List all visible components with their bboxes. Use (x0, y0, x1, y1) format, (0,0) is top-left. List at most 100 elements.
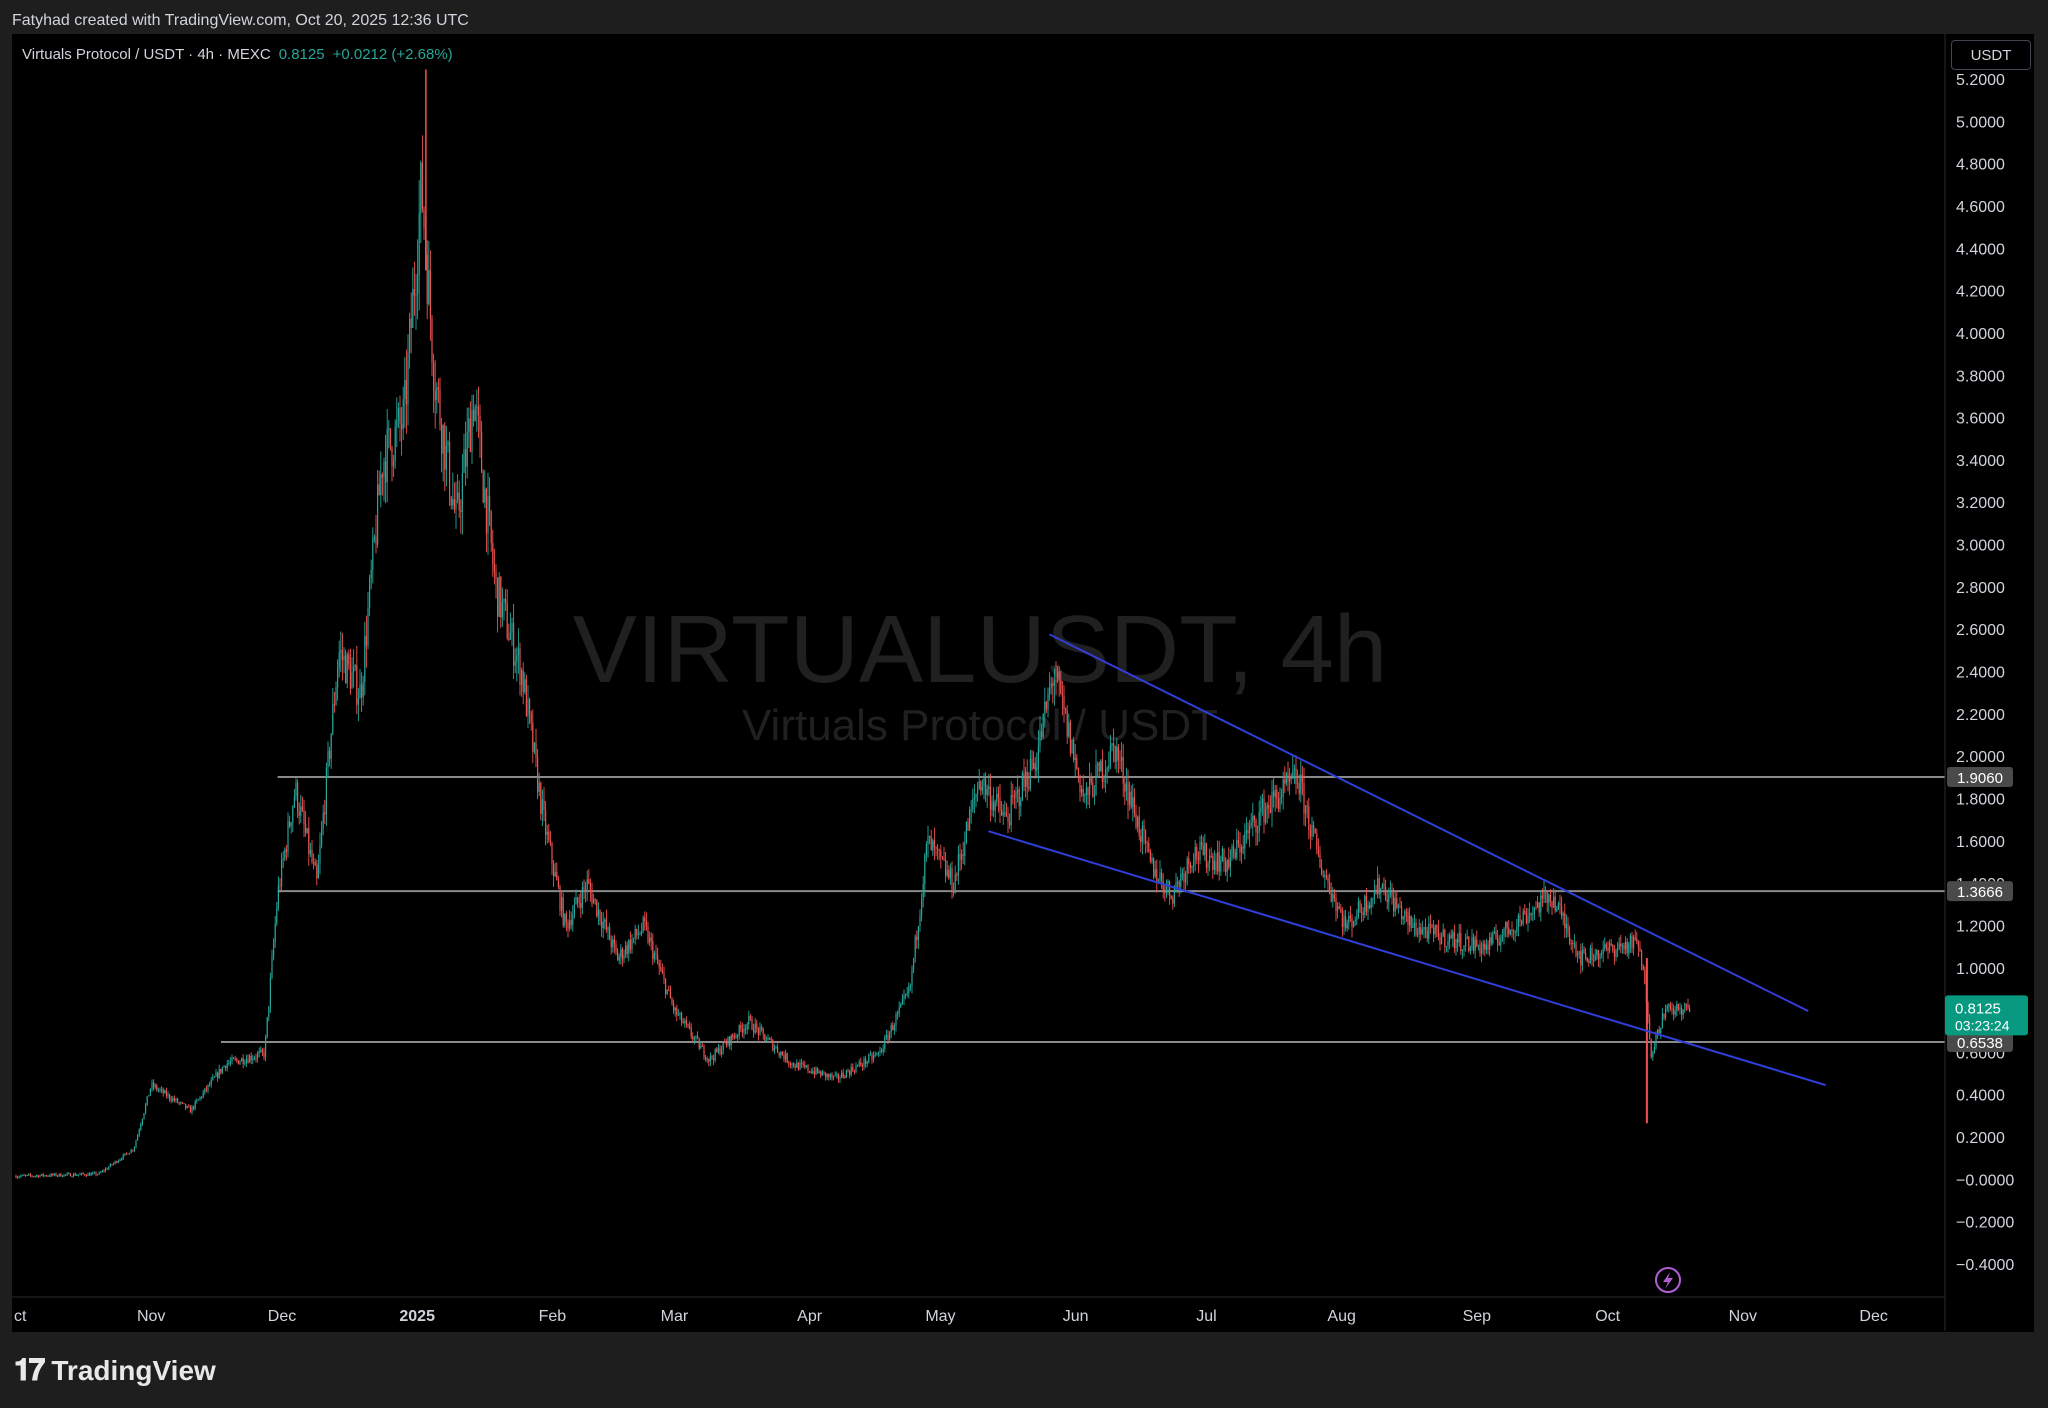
lightning-icon[interactable] (1655, 1267, 1681, 1293)
candle-body (442, 425, 444, 454)
candle-body (1429, 923, 1431, 925)
candle-body (537, 756, 539, 792)
currency-unit-button[interactable]: USDT (1951, 40, 2031, 70)
candle-body (538, 782, 540, 792)
candle-body (473, 410, 475, 421)
candle-body (602, 921, 604, 929)
candle-body (1577, 953, 1579, 956)
candle-body (79, 1174, 81, 1176)
candle-body (527, 698, 529, 717)
candle-body (258, 1051, 260, 1054)
candle-body (1114, 745, 1116, 762)
candle-body (1444, 929, 1446, 947)
candle-body (577, 897, 579, 903)
candle-body (151, 1082, 153, 1089)
candle-body (1100, 760, 1102, 772)
candle-body (586, 879, 588, 892)
candle-body (961, 854, 963, 860)
candle-body (1629, 935, 1631, 945)
candle-body (1226, 859, 1228, 873)
candle-body (108, 1166, 110, 1169)
candle-body (1492, 933, 1494, 944)
candle-body (810, 1071, 812, 1074)
tradingview-logo[interactable]: 𝟏𝟕 TradingView (14, 1354, 216, 1388)
candle-body (1292, 770, 1294, 779)
candle-body (247, 1059, 249, 1063)
candle-body (249, 1056, 251, 1063)
candle-body (1599, 954, 1601, 960)
candle-body (938, 849, 940, 851)
candle-body (1007, 816, 1009, 822)
candle-body (1287, 773, 1289, 782)
symbol-legend[interactable]: Virtuals Protocol / USDT · 4h · MEXC 0.8… (22, 46, 453, 63)
y-tick-label: 4.4000 (1956, 241, 2005, 258)
candle-body (82, 1173, 84, 1175)
candle-body (516, 655, 518, 662)
candle-body (1297, 783, 1299, 785)
candle-body (1583, 949, 1585, 953)
candle-body (322, 812, 324, 829)
candle-body (287, 821, 289, 852)
candle-body (100, 1172, 102, 1174)
candle-body (1649, 1017, 1651, 1040)
candle-body (1298, 783, 1300, 794)
candle-body (977, 789, 979, 794)
candle-body (1369, 904, 1371, 909)
candle-body (1185, 873, 1187, 883)
candle-body (1066, 710, 1068, 737)
candle-body (66, 1173, 68, 1175)
candle-body (850, 1067, 852, 1075)
candle-body (426, 254, 428, 304)
candle-body (833, 1075, 835, 1078)
candle-body (1425, 927, 1427, 932)
candle-body (559, 886, 561, 911)
y-tick-label: −0.0000 (1956, 1172, 2014, 1189)
chart-panel[interactable] (12, 34, 2034, 1332)
y-tick-label: 2.2000 (1956, 707, 2005, 724)
candle-body (45, 1175, 47, 1177)
candle-body (261, 1049, 263, 1052)
candle-body (1093, 795, 1095, 797)
candle-body (370, 569, 372, 579)
candle-body (618, 956, 620, 961)
candle-body (181, 1102, 183, 1104)
candle-body (1388, 894, 1390, 903)
candle-body (1660, 1027, 1662, 1034)
candle-body (562, 897, 564, 926)
candle-body (1017, 789, 1019, 792)
candle-body (311, 849, 313, 862)
candle-body (1041, 731, 1043, 737)
candle-body (1322, 875, 1324, 877)
candle-body (554, 871, 556, 877)
candle-body (973, 797, 975, 799)
candle-body (215, 1072, 217, 1077)
candle-body (564, 913, 566, 926)
candle-body (569, 920, 571, 929)
candle-body (317, 863, 319, 879)
candle-body (461, 472, 463, 512)
candle-body (1570, 943, 1572, 945)
candle-body (1087, 787, 1089, 796)
candle-body (205, 1088, 207, 1090)
candle-body (799, 1062, 801, 1070)
candle-body (985, 777, 987, 795)
candle-body (617, 950, 619, 961)
candle-body (1108, 765, 1110, 769)
candle-body (943, 858, 945, 861)
candle-body (154, 1085, 156, 1088)
candle-body (1633, 937, 1635, 949)
candle-body (353, 667, 355, 673)
candle-body (405, 380, 407, 405)
candle-body (762, 1028, 764, 1035)
candle-body (922, 884, 924, 900)
candle-body (970, 809, 972, 811)
candle-body (1076, 757, 1078, 769)
candle-body (1301, 774, 1303, 783)
candle-body (172, 1098, 174, 1101)
candle-body (141, 1119, 143, 1125)
candle-body (389, 428, 391, 448)
candle-body (1218, 851, 1220, 872)
candle-body (250, 1056, 252, 1061)
y-tick-label: 3.2000 (1956, 495, 2005, 512)
